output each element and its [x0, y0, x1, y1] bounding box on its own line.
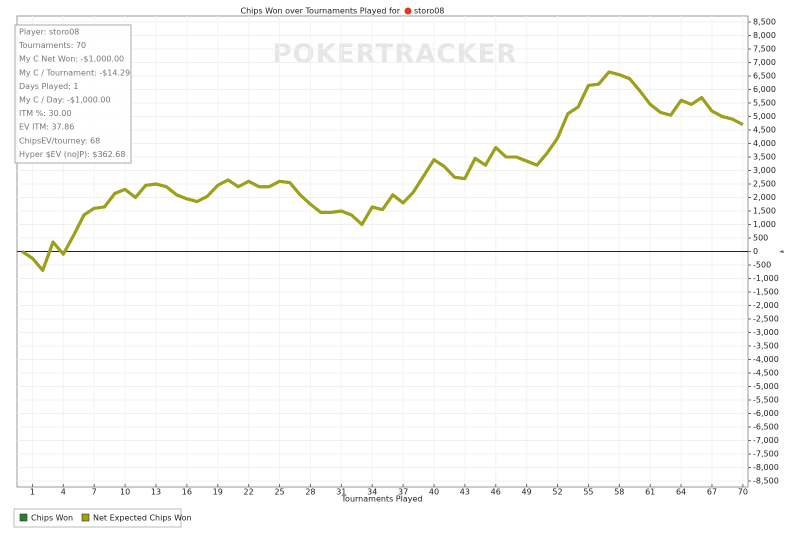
watermark: POKERTRACKER [273, 40, 518, 70]
stat-line: Days Played: 1 [19, 82, 79, 91]
x-tick-label: 46 [491, 488, 501, 497]
player-icon [404, 7, 412, 15]
scroll-icon [779, 250, 784, 253]
y-tick-label: 5,500 [753, 99, 776, 108]
y-tick-label: 7,000 [753, 58, 776, 67]
x-tick-label: 43 [460, 488, 470, 497]
stat-line: ChipsEV/tourney: 68 [19, 136, 100, 145]
x-tick-label: 4 [61, 488, 66, 497]
x-tick-label: 1 [30, 488, 35, 497]
stat-line: Tournaments: 70 [18, 41, 86, 50]
stat-line: Hyper $EV (noJP): $362.68 [19, 150, 125, 159]
x-tick-label: 70 [738, 488, 748, 497]
y-tick-label: -2,500 [753, 315, 779, 324]
x-tick-label: 19 [213, 488, 223, 497]
y-tick-label: 5,000 [753, 112, 776, 121]
x-tick-label: 31 [336, 488, 346, 497]
legend-swatch [19, 513, 28, 522]
x-tick-label: 49 [522, 488, 532, 497]
x-tick-label: 64 [676, 488, 686, 497]
series-line [21, 70, 744, 272]
y-tick-label: -500 [753, 261, 771, 270]
y-tick-label: -7,000 [753, 436, 779, 445]
plot: 8,500 8,000 7,500 7,000 6,500 6,000 5,500 5,000… [17, 16, 779, 497]
x-tick-label: 67 [707, 488, 717, 497]
x-tick-label: 25 [274, 488, 284, 497]
legend: Chips Won Net Expected Chips Won [19, 513, 192, 523]
y-tick-label: 500 [753, 234, 768, 243]
y-tick-label: 8,000 [753, 31, 776, 40]
x-tick-label: 10 [120, 488, 130, 497]
chart-title: Chips Won over Tournaments Played for [241, 7, 401, 16]
x-tick-label: 34 [367, 488, 377, 497]
x-tick-label: 58 [614, 488, 624, 497]
y-tick-label: -8,000 [753, 463, 779, 472]
y-tick-label: 3,000 [753, 166, 776, 175]
y-tick-label: -6,000 [753, 409, 779, 418]
x-tick-label: 61 [645, 488, 655, 497]
y-tick-label: -3,500 [753, 342, 779, 351]
y-tick-label: 4,500 [753, 126, 776, 135]
y-tick-label: -2,000 [753, 301, 779, 310]
y-tick-label: -5,500 [753, 396, 779, 405]
legend-label: Chips Won [31, 514, 73, 523]
legend-box [13, 508, 182, 528]
y-tick-label: -6,500 [753, 423, 779, 432]
y-tick-label: -1,000 [753, 274, 779, 283]
x-tick-label: 37 [398, 488, 408, 497]
legend-swatch [81, 513, 90, 522]
x-tick-label: 22 [244, 488, 254, 497]
y-tick-label: 6,500 [753, 72, 776, 81]
x-tick-label: 40 [429, 488, 439, 497]
stat-line: Player: storo08 [19, 28, 79, 37]
stat-line: ITM %: 30.00 [19, 109, 71, 118]
y-tick-label: -8,500 [753, 477, 779, 486]
y-tick-label: 1,000 [753, 220, 776, 229]
stats: Player: storo08 Tournaments: 70 My C Net W… [18, 28, 130, 159]
x-tick-label: 13 [151, 488, 161, 497]
x-tick-label: 52 [552, 488, 562, 497]
x-tick-label: 28 [305, 488, 315, 497]
y-tick-label: -4,500 [753, 369, 779, 378]
legend-label: Net Expected Chips Won [93, 514, 192, 523]
stats-box [14, 24, 132, 164]
y-tick-label: -5,000 [753, 382, 779, 391]
y-tick-label: -1,500 [753, 288, 779, 297]
y-tick-label: -7,500 [753, 450, 779, 459]
player-name: storo08 [414, 7, 444, 16]
y-tick-label: 1,500 [753, 207, 776, 216]
y-tick-label: 8,500 [753, 18, 776, 27]
stat-line: My C / Tournament: -$14.29 [19, 68, 130, 77]
y-tick-label: 2,500 [753, 180, 776, 189]
stat-line: My C Net Won: -$1,000.00 [19, 55, 124, 64]
y-tick-label: -4,000 [753, 355, 779, 364]
x-tick-label: 55 [583, 488, 593, 497]
y-tick-label: 4,000 [753, 139, 776, 148]
x-tick-label: 16 [182, 488, 192, 497]
y-tick-label: 3,500 [753, 153, 776, 162]
x-tick-label: 7 [92, 488, 97, 497]
x-axis-label: Tournaments Played [341, 495, 423, 504]
y-tick-label: 0 [753, 247, 758, 256]
y-tick-label: 2,000 [753, 193, 776, 202]
y-tick-label: 7,500 [753, 45, 776, 54]
stat-line: EV ITM: 37.86 [19, 123, 74, 132]
stat-line: My C / Day: -$1,000.00 [19, 96, 111, 105]
y-tick-label: -3,000 [753, 328, 779, 337]
y-tick-label: 6,000 [753, 85, 776, 94]
